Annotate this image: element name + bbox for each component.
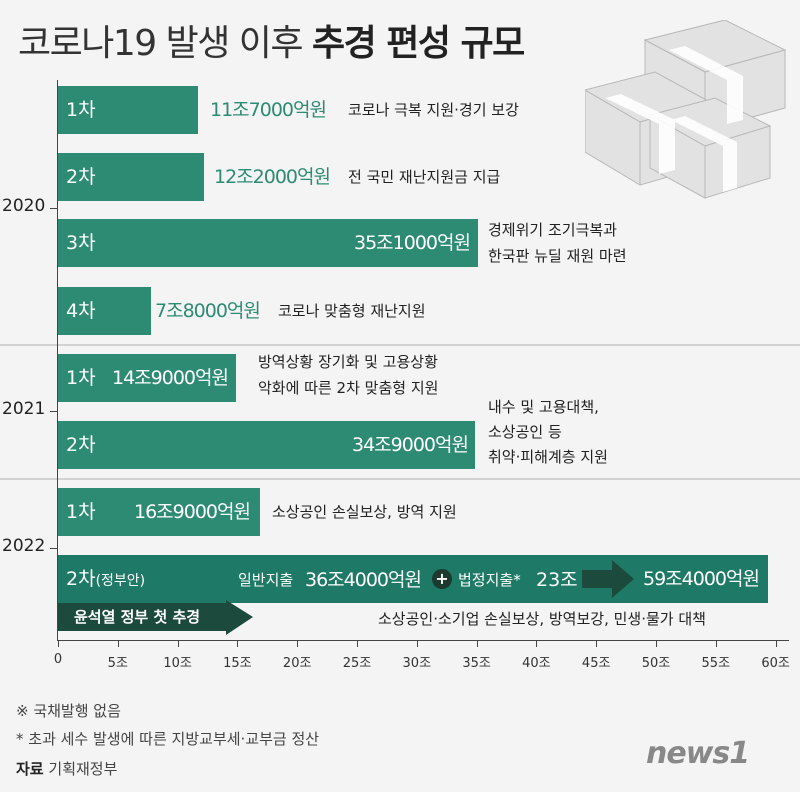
plus-icon: + — [432, 569, 452, 589]
y-axis-line — [57, 80, 58, 640]
x-tick-label: 50조 — [641, 656, 671, 671]
value-label-2021-2: 34조9000억원 — [352, 434, 469, 456]
value-label-2021-1: 14조9000억원 — [112, 367, 229, 389]
desc-2022-1: 소상공인 손실보상, 방역 지원 — [272, 503, 457, 521]
source-label: 자료 — [16, 760, 44, 778]
x-tick — [357, 641, 358, 647]
x-tick-label: 5조 — [107, 656, 128, 671]
x-tick-label: 60조 — [761, 656, 790, 671]
x-tick — [416, 641, 418, 647]
value-label-2022-1: 16조9000억원 — [134, 501, 251, 523]
banner-arrow-icon — [58, 600, 253, 635]
x-tick-label: 0 — [53, 652, 63, 667]
desc-2020-3-line1: 경제위기 조기극복과 — [488, 221, 617, 239]
bar-2022-1 — [58, 488, 261, 536]
round-label-2020-4: 4차 — [66, 300, 96, 322]
x-tick-label: 15조 — [223, 656, 252, 671]
round-label-2020-1: 1차 — [66, 99, 96, 121]
round-label-2022-1: 1차 — [66, 501, 96, 523]
news1-logo: news1 — [646, 736, 750, 771]
desc-2021-2-line1: 내수 및 고용대책, — [488, 398, 599, 416]
value-label-2020-3: 35조1000억원 — [354, 232, 471, 254]
x-tick — [775, 641, 777, 647]
note-1: ※ 국채발행 없음 — [16, 702, 121, 720]
bar-2021-2 — [58, 421, 476, 469]
title-emphasis: 추경 편성 규모 — [312, 23, 525, 64]
year-label-2021: 2021 — [2, 399, 46, 419]
desc-2022-2: 소상공인·소기업 손실보상, 방역보강, 민생·물가 대책 — [378, 610, 706, 628]
chart-title: 코로나19 발생 이후 추경 편성 규모 — [18, 14, 525, 66]
x-tick — [177, 641, 179, 647]
desc-2020-4: 코로나 맞춤형 재난지원 — [278, 302, 426, 320]
x-tick — [596, 641, 598, 647]
title-prefix: 코로나19 발생 이후 — [18, 23, 304, 64]
note-2: * 초과 세수 발생에 따른 지방교부세·교부금 정산 — [16, 730, 320, 748]
x-tick — [476, 641, 478, 647]
round-label-2020-3: 3차 — [66, 232, 96, 254]
year-label-2022: 2022 — [2, 536, 46, 556]
value-label-2020-1: 11조7000억원 — [210, 99, 327, 121]
round-label-2021-1: 1차 — [66, 367, 96, 389]
round-label-2022-2: 2차(정부안) — [66, 555, 145, 605]
bar-2020-1 — [58, 86, 198, 134]
value-label-2022-2: 59조4000억원 — [643, 568, 760, 590]
x-tick-label: 45조 — [581, 656, 611, 671]
round-label-2021-2: 2차 — [66, 434, 96, 456]
plus-sign: + — [435, 569, 449, 588]
bar-2022-2 — [58, 555, 769, 603]
x-tick-label: 10조 — [163, 656, 192, 671]
year-tick-2020 — [50, 208, 57, 209]
legal-spending-value: 23조 — [536, 569, 578, 591]
x-tick-label: 40조 — [522, 656, 551, 671]
x-tick-label: 25조 — [342, 656, 372, 671]
x-tick — [656, 641, 657, 647]
x-tick — [715, 641, 717, 647]
group-separator-2021 — [0, 344, 800, 346]
general-spending-label: 일반지출 — [238, 571, 294, 589]
banner-label: 윤석열 정부 첫 추경 — [74, 608, 201, 626]
value-label-2020-4: 7조8000억원 — [155, 300, 261, 322]
year-tick-2021 — [50, 411, 57, 412]
desc-2021-2-line3: 취약·피해계층 지원 — [488, 448, 608, 466]
x-tick — [297, 641, 299, 647]
round-note-2022-2: (정부안) — [95, 573, 146, 589]
desc-2020-2: 전 국민 재난지원금 지급 — [348, 168, 501, 186]
money-stack-illustration — [585, 20, 787, 199]
x-tick — [237, 641, 239, 647]
source: 자료 기획재정부 — [16, 758, 117, 779]
general-spending-value: 36조4000억원 — [305, 569, 422, 591]
x-tick — [117, 641, 119, 647]
desc-2021-1-line1: 방역상황 장기화 및 고용상황 — [258, 353, 438, 371]
x-tick — [58, 641, 59, 647]
desc-2020-3-line2: 한국판 뉴딜 재원 마련 — [488, 247, 627, 265]
bar-2020-4 — [58, 287, 152, 335]
desc-2020-1: 코로나 극복 지원·경기 보강 — [348, 101, 519, 119]
x-tick — [536, 641, 538, 647]
year-label-2020: 2020 — [2, 196, 46, 216]
x-axis-line — [57, 640, 789, 641]
bar-2020-3 — [58, 219, 478, 267]
year-tick-2022 — [50, 548, 57, 549]
value-label-2020-2: 12조2000억원 — [214, 166, 331, 188]
bar-2021-1 — [58, 354, 237, 402]
round-label-2020-2: 2차 — [66, 166, 96, 188]
bar-2020-2 — [58, 153, 204, 201]
x-tick-label: 35조 — [462, 656, 491, 671]
source-value: 기획재정부 — [48, 760, 118, 778]
desc-2021-1-line2: 악화에 따른 2차 맞춤형 지원 — [258, 379, 439, 397]
round-label-2022-2-text: 2차 — [66, 568, 96, 590]
legal-spending-label: 법정지출* — [458, 571, 521, 589]
desc-2021-2-line2: 소상공인 등 — [488, 423, 562, 441]
group-separator-2022 — [0, 478, 800, 480]
x-tick-label: 55조 — [701, 656, 731, 671]
x-tick-label: 20조 — [282, 656, 312, 671]
x-tick-label: 30조 — [402, 656, 432, 671]
total-arrow-icon — [582, 560, 634, 598]
